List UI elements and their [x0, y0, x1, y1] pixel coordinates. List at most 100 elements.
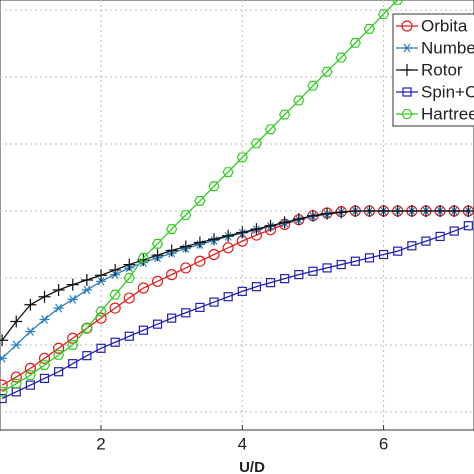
marker — [321, 66, 333, 77]
marker — [67, 340, 79, 350]
marker — [335, 52, 347, 63]
marker — [335, 206, 348, 219]
marker — [223, 292, 233, 302]
marker — [180, 210, 192, 220]
series-line — [1, 0, 399, 393]
marker — [52, 350, 65, 360]
marker — [294, 270, 304, 280]
marker — [208, 248, 220, 261]
marker — [151, 249, 164, 262]
marker — [237, 286, 247, 296]
legend-marker — [401, 20, 413, 32]
marker — [222, 167, 234, 178]
marker — [38, 360, 51, 370]
x-tick-label: 2 — [96, 434, 105, 453]
marker — [463, 221, 473, 231]
marker — [165, 224, 178, 234]
marker — [209, 297, 219, 307]
marker — [322, 263, 332, 273]
marker — [435, 231, 445, 242]
marker — [222, 242, 234, 254]
marker — [0, 379, 8, 391]
marker — [10, 315, 23, 328]
marker — [138, 325, 149, 335]
x-tick-label: 4 — [238, 434, 247, 453]
marker — [38, 352, 51, 364]
series-line — [1, 210, 469, 341]
marker — [166, 269, 178, 281]
marker — [25, 327, 36, 336]
marker — [236, 226, 249, 239]
marker — [363, 204, 376, 217]
legend-label: Rotor — [421, 60, 463, 79]
marker — [349, 204, 362, 217]
marker — [280, 274, 290, 284]
marker — [0, 393, 7, 404]
marker — [321, 207, 334, 220]
marker — [24, 298, 37, 311]
legend-marker — [402, 43, 412, 53]
marker — [419, 204, 432, 217]
legend-label: Numbe — [421, 38, 474, 57]
marker — [434, 204, 447, 217]
x-axis-label: U/D — [239, 459, 265, 474]
marker — [10, 371, 22, 383]
marker — [66, 278, 79, 291]
marker — [67, 295, 78, 304]
marker — [11, 340, 22, 350]
marker — [264, 219, 277, 232]
marker — [68, 359, 78, 369]
marker — [407, 241, 417, 251]
legend-label: Spin+C — [421, 82, 474, 101]
marker — [250, 138, 263, 149]
marker — [193, 236, 206, 249]
marker — [292, 213, 305, 226]
marker — [306, 209, 319, 222]
marker — [137, 282, 150, 294]
marker — [462, 204, 474, 217]
marker — [265, 278, 276, 288]
marker — [0, 353, 8, 363]
marker — [96, 343, 106, 353]
marker — [250, 223, 263, 236]
marker — [24, 362, 36, 374]
marker — [110, 337, 120, 347]
marker — [151, 275, 164, 287]
marker — [208, 181, 220, 192]
marker — [81, 285, 92, 295]
legend-label: Hartree — [421, 104, 474, 123]
marker — [421, 236, 431, 246]
marker — [81, 323, 93, 334]
marker — [222, 229, 235, 242]
legend-label: Orbita — [421, 16, 468, 35]
marker — [80, 273, 93, 286]
marker — [124, 331, 134, 341]
marker — [95, 269, 108, 282]
marker — [208, 233, 221, 246]
marker — [180, 262, 192, 274]
legend-marker — [402, 87, 412, 97]
marker — [378, 249, 389, 260]
legend-marker — [401, 109, 413, 119]
marker — [364, 253, 375, 263]
marker — [137, 252, 150, 263]
marker — [10, 378, 22, 389]
marker — [195, 302, 205, 313]
marker — [392, 0, 404, 5]
marker — [109, 289, 121, 300]
marker — [123, 258, 136, 271]
x-tick-label: 6 — [379, 434, 388, 453]
marker — [377, 9, 390, 19]
marker — [38, 290, 51, 303]
marker — [350, 256, 360, 266]
marker — [448, 204, 461, 217]
marker — [336, 259, 346, 270]
marker — [39, 315, 50, 324]
marker — [293, 95, 305, 106]
marker — [377, 204, 390, 217]
marker — [308, 266, 318, 276]
marker — [53, 342, 65, 354]
marker — [278, 109, 291, 120]
marker — [393, 246, 403, 256]
